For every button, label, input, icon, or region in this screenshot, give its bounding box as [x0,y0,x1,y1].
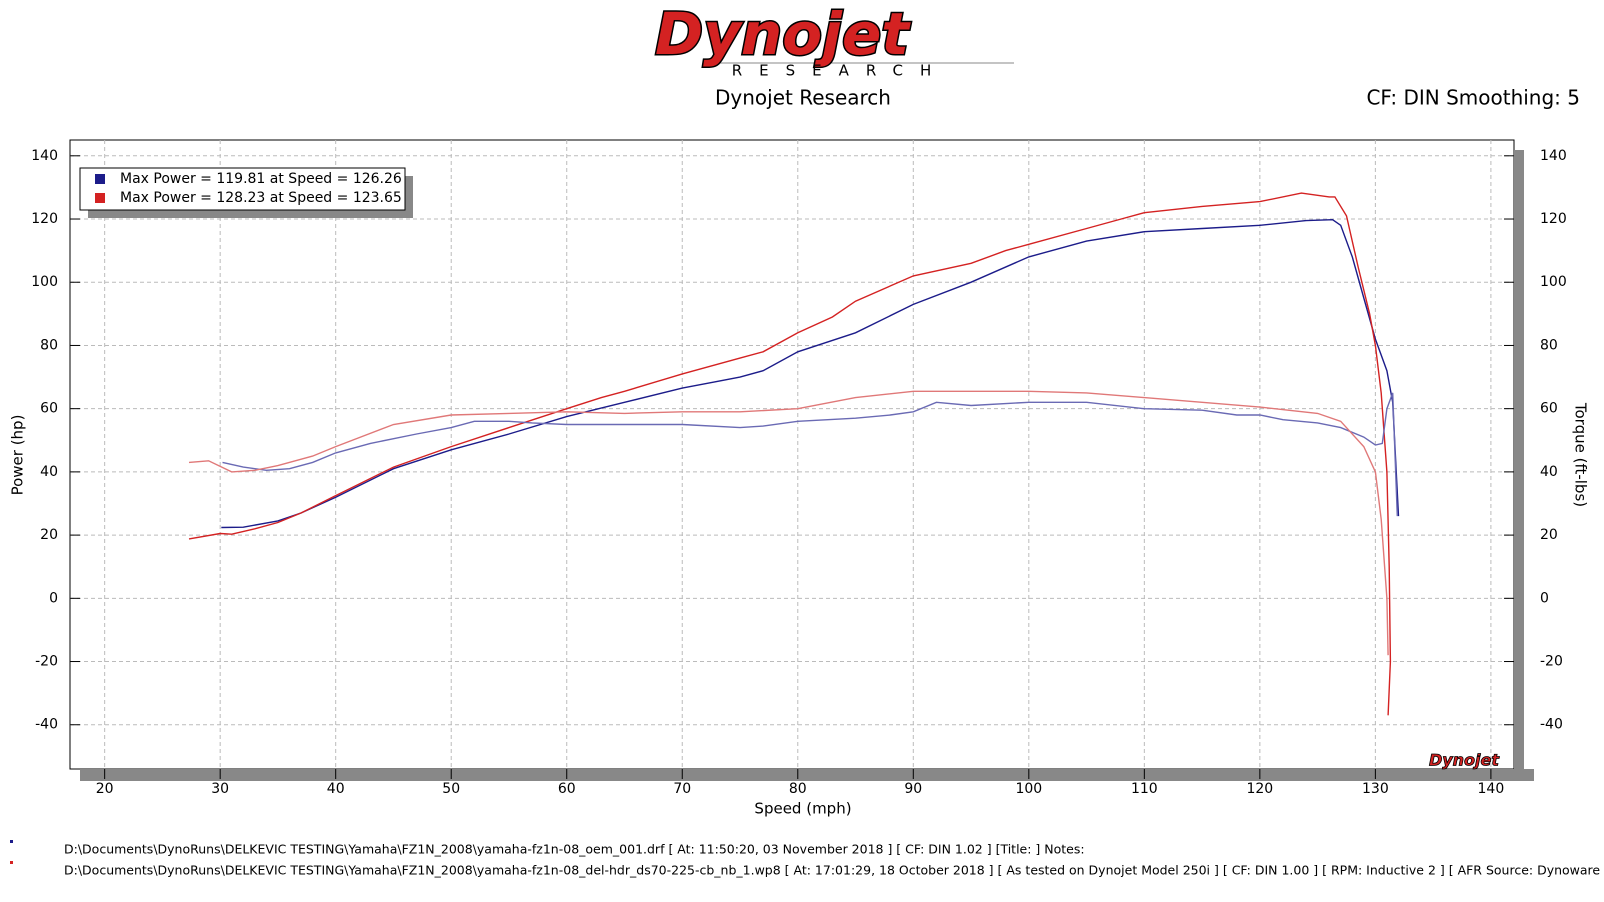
x-tick-label: 130 [1362,781,1389,797]
x-tick-label: 100 [1015,781,1042,797]
y-axis-label: Power (hp) [9,415,27,496]
legend-label: Max Power = 128.23 at Speed = 123.65 [120,190,402,206]
watermark: Dynojet [1429,751,1500,770]
data-line [188,192,1392,716]
footer-marker [10,840,13,843]
y2-tick-label: -20 [1540,654,1563,670]
legend-label: Max Power = 119.81 at Speed = 126.26 [120,171,402,187]
y-tick-label: 120 [31,211,58,227]
annotation: CF: DIN Smoothing: 5 [1366,86,1580,110]
logo-tagline: RESEARCH [732,62,949,80]
x-tick-label: 40 [327,781,345,797]
y2-tick-label: 100 [1540,274,1567,290]
y2-tick-label: 120 [1540,211,1567,227]
x-tick-label: 80 [789,781,807,797]
y2-tick-label: 40 [1540,464,1558,480]
x-tick-label: 110 [1131,781,1158,797]
y-tick-label: -40 [35,717,58,733]
x-tick-label: 50 [442,781,460,797]
footer-marker [10,861,13,864]
data-line [222,392,1398,517]
y2-tick-label: -40 [1540,717,1563,733]
y2-tick-label: 20 [1540,527,1558,543]
legend-swatch [95,193,105,203]
plot-area [69,139,1515,770]
x-tick-label: 60 [558,781,576,797]
footer-line: D:\Documents\DynoRuns\DELKEVIC TESTING\Y… [64,863,1604,878]
footer-line: D:\Documents\DynoRuns\DELKEVIC TESTING\Y… [64,842,1085,857]
y-tick-label: 100 [31,274,58,290]
y2-axis-bar [1514,150,1524,779]
y2-tick-label: 60 [1540,401,1558,417]
x-axis-label: Speed (mph) [754,800,851,818]
x-tick-label: 120 [1246,781,1273,797]
x-axis-bar [80,769,1534,781]
logo: Dynojet [655,0,911,68]
y2-tick-label: 140 [1540,148,1567,164]
y-tick-label: 40 [40,464,58,480]
y-tick-label: -20 [35,654,58,670]
y2-axis-label: Torque (ft-lbs) [1572,402,1590,507]
data-line [188,390,1389,656]
y2-tick-label: 80 [1540,337,1558,353]
x-tick-label: 90 [904,781,922,797]
y-tick-label: 60 [40,401,58,417]
chart-title: Dynojet Research [715,86,891,110]
data-line [221,218,1400,529]
y2-tick-label: 0 [1540,590,1549,606]
y-tick-label: 80 [40,337,58,353]
legend [79,167,406,211]
x-tick-label: 70 [673,781,691,797]
y-tick-label: 20 [40,527,58,543]
y-tick-label: 140 [31,148,58,164]
legend-swatch [95,174,105,184]
x-tick-label: 140 [1478,781,1505,797]
x-tick-label: 30 [211,781,229,797]
y-tick-label: 0 [49,590,58,606]
x-tick-label: 20 [96,781,114,797]
